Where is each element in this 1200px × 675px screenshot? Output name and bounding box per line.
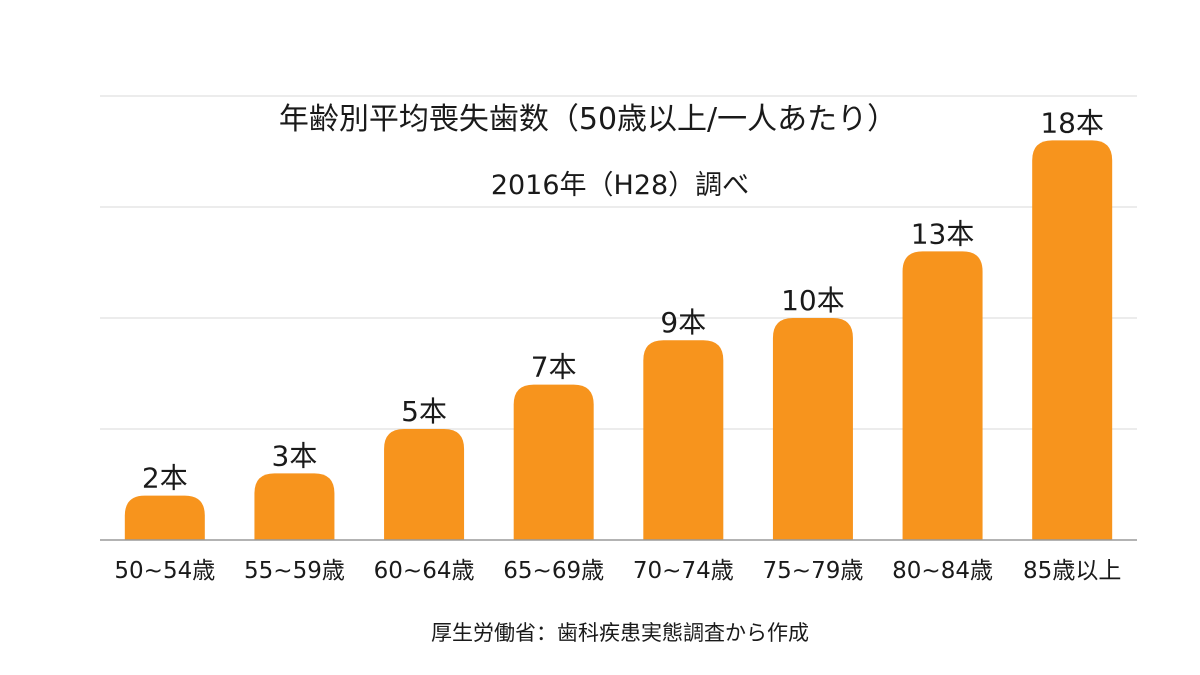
bar [384,429,465,540]
x-tick-label: 80~84歳 [892,558,993,584]
bar-value-label: 10本 [781,284,845,317]
bar [643,340,724,540]
bar-value-label: 5本 [401,395,447,428]
bar [124,495,205,540]
chart-title: 年齢別平均喪失歯数（50歳以上/一人あたり） [279,102,897,137]
bar-value-label: 2本 [142,462,188,495]
bar [1032,140,1113,540]
bar-value-label: 3本 [272,439,318,472]
bar [513,384,594,540]
bar [902,251,983,540]
bars [124,140,1113,540]
x-tick-label: 85歳以上 [1023,558,1121,584]
source-note: 厚生労働省：歯科疾患実態調査から作成 [431,621,809,645]
bar [254,473,335,540]
bar-value-label: 13本 [911,217,975,250]
value-labels: 2本 3本 5本 7本 9本 10本 13本 18本 [142,106,1104,494]
chart-subtitle: 2016年（H28）調べ [491,170,749,201]
x-tick-label: 70~74歳 [633,558,734,584]
x-tick-label: 65~69歳 [503,558,604,584]
category-labels: 50~54歳 55~59歳 60~64歳 65~69歳 70~74歳 75~79歳 80~8… [114,558,1121,584]
bar [772,318,853,540]
x-tick-label: 60~64歳 [374,558,475,584]
x-tick-label: 75~79歳 [763,558,864,584]
x-tick-label: 50~54歳 [114,558,215,584]
bar-value-label: 18本 [1040,106,1104,139]
x-tick-label: 55~59歳 [244,558,345,584]
bar-value-label: 7本 [531,351,577,384]
bar-value-label: 9本 [660,306,706,339]
